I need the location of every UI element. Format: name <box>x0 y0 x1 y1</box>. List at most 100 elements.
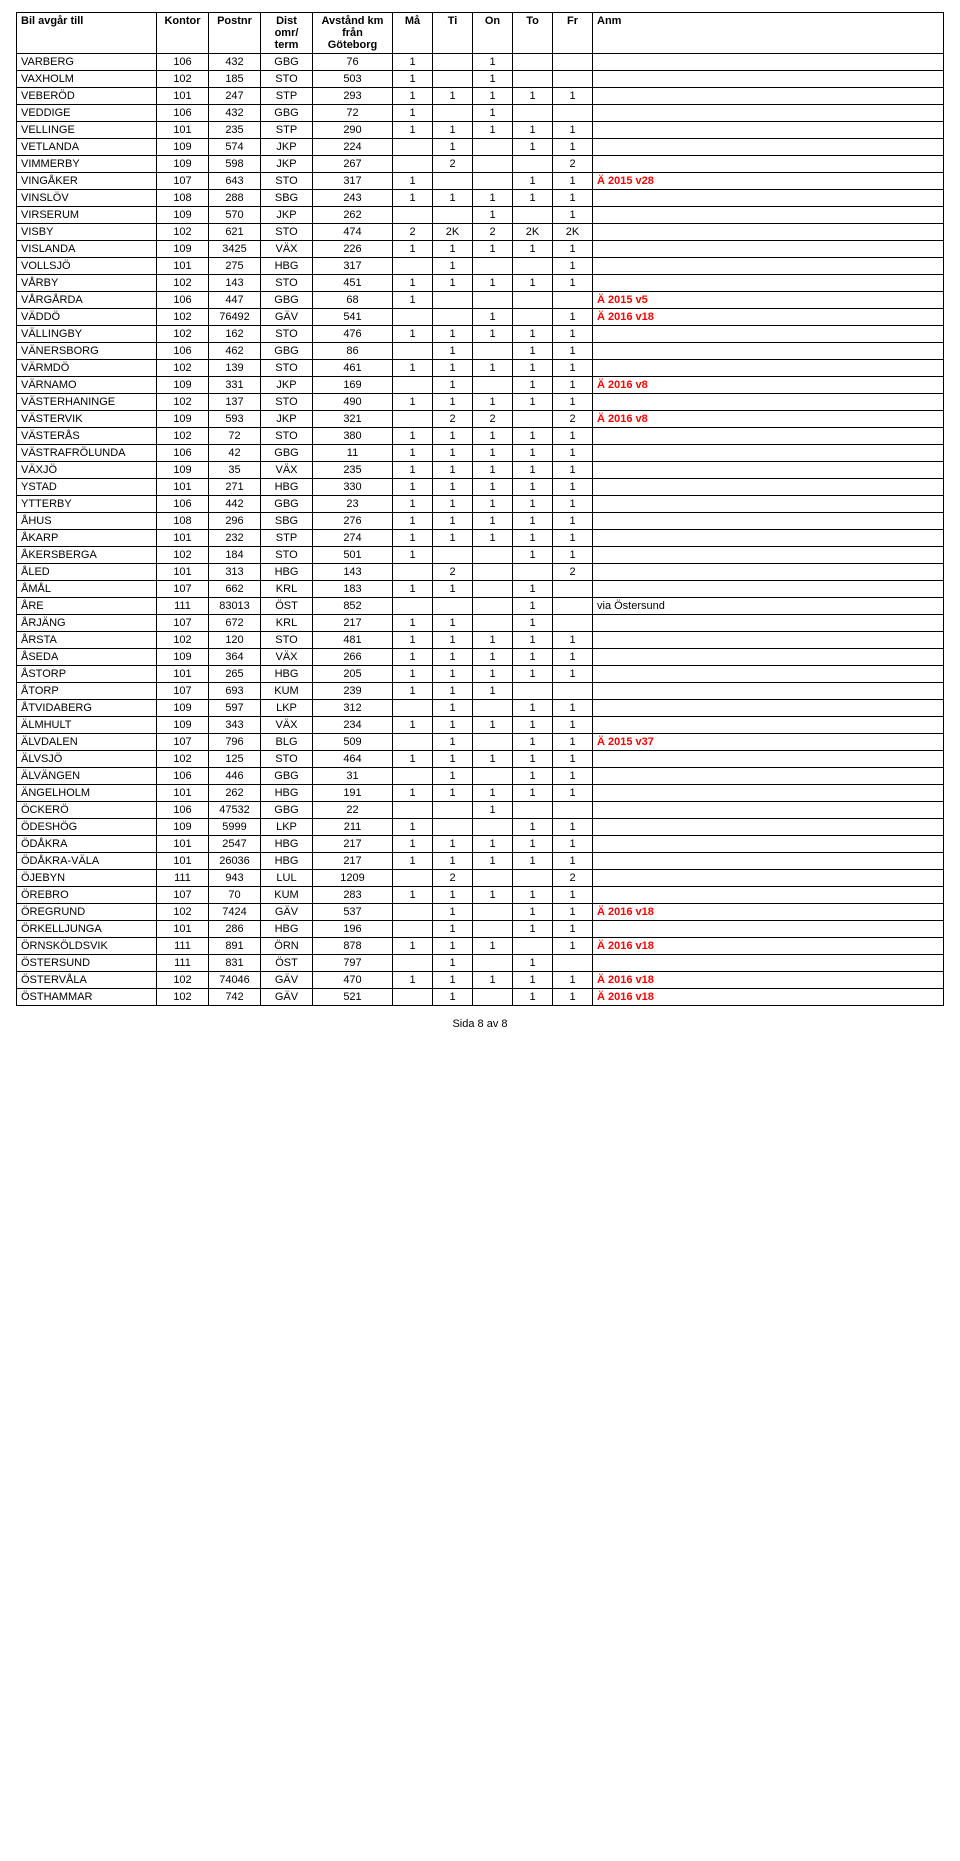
table-cell: 1 <box>553 513 593 530</box>
table-cell <box>433 71 473 88</box>
table-cell: 125 <box>209 751 261 768</box>
table-cell: 2 <box>473 224 513 241</box>
table-cell: HBG <box>261 258 313 275</box>
table-cell: 143 <box>313 564 393 581</box>
table-cell: VIMMERBY <box>17 156 157 173</box>
table-cell: 1 <box>513 326 553 343</box>
table-cell: 1 <box>433 972 473 989</box>
table-cell: 742 <box>209 989 261 1006</box>
table-cell: 1 <box>553 258 593 275</box>
table-cell <box>473 292 513 309</box>
table-cell: 76 <box>313 54 393 71</box>
table-cell: 1 <box>553 173 593 190</box>
table-cell-anm <box>593 394 944 411</box>
table-cell: 501 <box>313 547 393 564</box>
table-row: ÄLVSJÖ102125STO46411111 <box>17 751 944 768</box>
table-cell: VIRSERUM <box>17 207 157 224</box>
table-cell: 102 <box>157 394 209 411</box>
table-cell: 5999 <box>209 819 261 836</box>
table-cell-anm: Ä 2015 v5 <box>593 292 944 309</box>
table-cell <box>513 54 553 71</box>
table-cell: 1 <box>393 428 433 445</box>
table-cell: 537 <box>313 904 393 921</box>
table-cell: 597 <box>209 700 261 717</box>
table-cell: 31 <box>313 768 393 785</box>
table-cell <box>433 802 473 819</box>
table-cell: 2 <box>553 156 593 173</box>
table-cell: 1 <box>393 666 433 683</box>
table-cell <box>393 207 433 224</box>
table-cell-anm <box>593 836 944 853</box>
table-cell: 102 <box>157 71 209 88</box>
table-cell: 2K <box>553 224 593 241</box>
table-cell-anm <box>593 156 944 173</box>
table-cell: 286 <box>209 921 261 938</box>
table-cell: 108 <box>157 513 209 530</box>
table-row: VEDDIGE106432GBG7211 <box>17 105 944 122</box>
table-row: ÖSTERSUND111831ÖST79711 <box>17 955 944 972</box>
table-cell: 1 <box>513 360 553 377</box>
table-cell: 106 <box>157 496 209 513</box>
col-ma: Må <box>393 13 433 54</box>
table-cell: 1 <box>473 938 513 955</box>
table-cell: 1 <box>433 734 473 751</box>
table-cell: 831 <box>209 955 261 972</box>
table-cell-anm <box>593 666 944 683</box>
table-cell: 296 <box>209 513 261 530</box>
col-fr: Fr <box>553 13 593 54</box>
table-cell: 490 <box>313 394 393 411</box>
table-row: VÅRBY102143STO45111111 <box>17 275 944 292</box>
table-cell: 312 <box>313 700 393 717</box>
table-cell: 1 <box>393 88 433 105</box>
table-cell: 1 <box>553 122 593 139</box>
table-cell: VÄSTERVIK <box>17 411 157 428</box>
table-cell: 101 <box>157 666 209 683</box>
table-cell: 1 <box>393 71 433 88</box>
table-cell-anm: Ä 2015 v28 <box>593 173 944 190</box>
table-cell: 101 <box>157 836 209 853</box>
table-cell: 1 <box>513 513 553 530</box>
table-cell: 1 <box>513 445 553 462</box>
table-cell: STP <box>261 88 313 105</box>
table-cell: 447 <box>209 292 261 309</box>
table-cell <box>473 768 513 785</box>
table-cell <box>513 564 553 581</box>
table-cell: 1 <box>513 496 553 513</box>
table-cell: 106 <box>157 292 209 309</box>
table-cell: 1 <box>433 955 473 972</box>
table-cell: 1 <box>433 853 473 870</box>
table-row: ÄNGELHOLM101262HBG19111111 <box>17 785 944 802</box>
table-cell: ÖDÅKRA-VÄLA <box>17 853 157 870</box>
table-cell: 2K <box>433 224 473 241</box>
table-cell: 643 <box>209 173 261 190</box>
table-cell: 275 <box>209 258 261 275</box>
table-cell-anm <box>593 649 944 666</box>
table-cell: 1 <box>513 700 553 717</box>
table-row: ÖCKERÖ10647532GBG221 <box>17 802 944 819</box>
table-cell: 1 <box>433 258 473 275</box>
table-cell: ÅKARP <box>17 530 157 547</box>
table-cell: 22 <box>313 802 393 819</box>
table-row: ÖREBRO10770KUM28311111 <box>17 887 944 904</box>
table-cell: GÄV <box>261 309 313 326</box>
table-cell: VELLINGE <box>17 122 157 139</box>
table-cell: 598 <box>209 156 261 173</box>
table-cell-anm <box>593 479 944 496</box>
table-cell: 1 <box>513 785 553 802</box>
table-cell: 442 <box>209 496 261 513</box>
table-cell: ÅTORP <box>17 683 157 700</box>
table-cell: 1 <box>393 547 433 564</box>
table-cell: 1 <box>553 207 593 224</box>
table-cell: VAXHOLM <box>17 71 157 88</box>
table-cell <box>473 989 513 1006</box>
table-cell-anm <box>593 870 944 887</box>
table-cell <box>473 547 513 564</box>
table-row: ÄLVDALEN107796BLG509111Ä 2015 v37 <box>17 734 944 751</box>
table-cell: 262 <box>209 785 261 802</box>
table-row: VINGÅKER107643STO317111Ä 2015 v28 <box>17 173 944 190</box>
table-cell: 274 <box>313 530 393 547</box>
table-row: ÅKERSBERGA102184STO501111 <box>17 547 944 564</box>
table-row: ÅRE11183013ÖST8521via Östersund <box>17 598 944 615</box>
table-cell: 1 <box>553 343 593 360</box>
table-row: VEBERÖD101247STP29311111 <box>17 88 944 105</box>
